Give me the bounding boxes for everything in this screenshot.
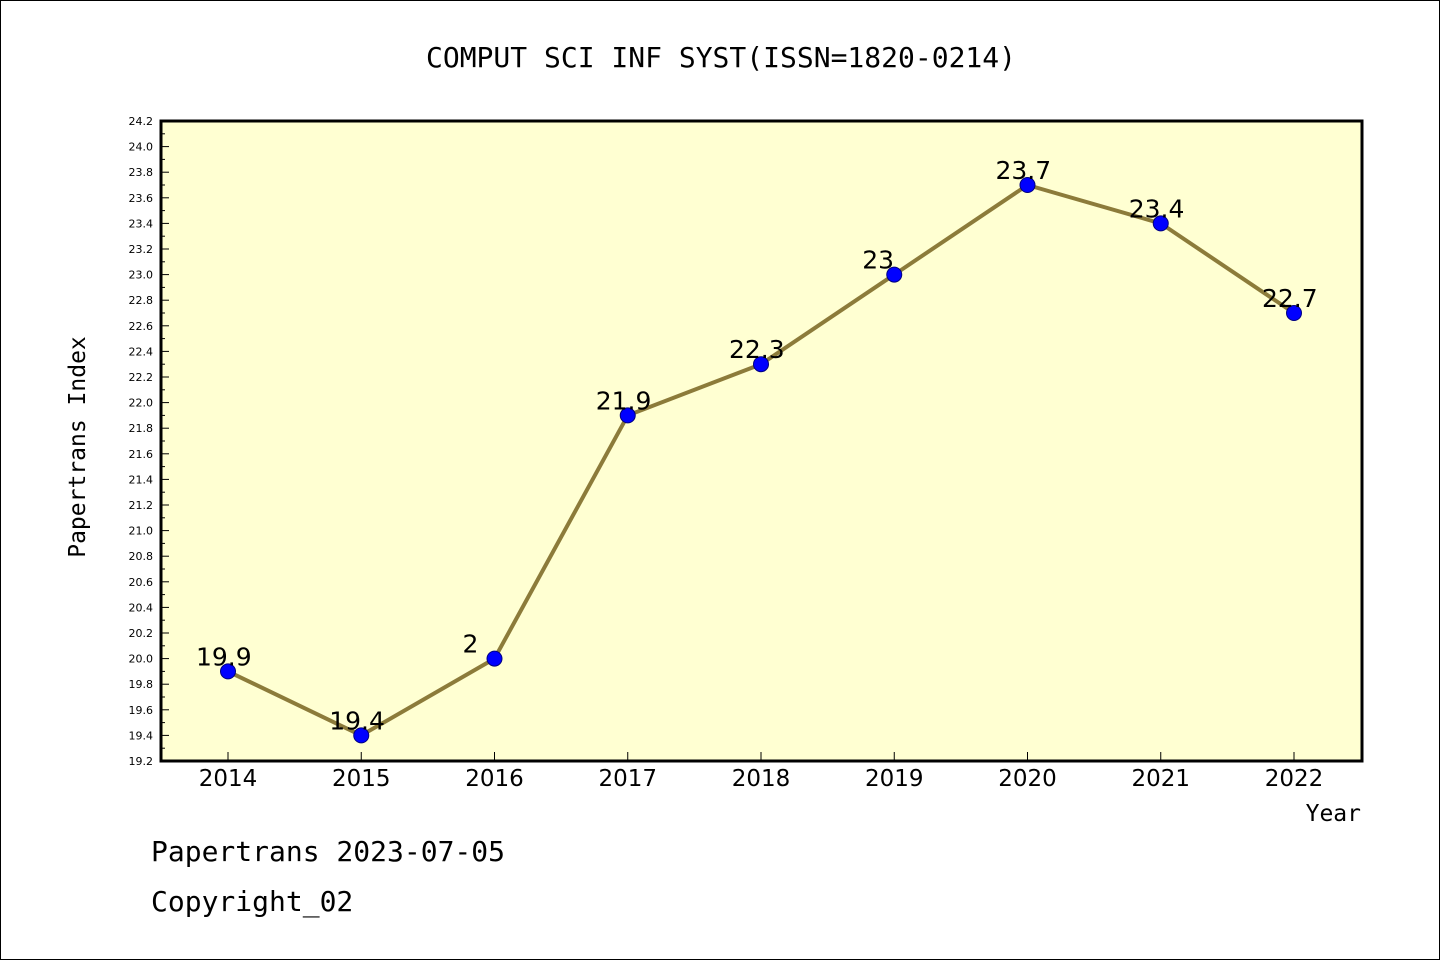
y-tick-label: 23.0 [129,269,154,282]
chart-title: COMPUT SCI INF SYST(ISSN=1820-0214) [426,41,1016,74]
y-tick-label: 21.0 [129,525,154,538]
data-label: 2 [463,630,479,659]
data-point-marker [886,266,903,283]
x-tick-label: 2021 [1131,766,1190,792]
x-tick-label: 2018 [732,766,791,792]
data-point-marker [619,407,636,424]
y-tick-label: 19.8 [129,678,154,691]
footer-copyright-text: Copyright_02 [151,885,354,918]
data-label: 19.4 [329,706,385,735]
x-tick-label: 2015 [332,766,391,792]
data-point-marker [353,727,370,744]
x-tick-label: 2019 [865,766,924,792]
y-tick-label: 20.8 [129,550,154,563]
y-tick-label: 20.4 [129,601,154,614]
y-axis-title: Papertrans Index [65,336,91,558]
y-tick-label: 19.2 [129,755,154,768]
y-tick-label: 22.4 [129,345,154,358]
y-tick-label: 21.6 [129,448,154,461]
data-point-marker [1152,215,1169,232]
data-point-marker [753,356,769,373]
x-tick-label: 2014 [199,766,258,792]
y-tick-label: 21.4 [129,473,154,486]
y-tick-label: 23.6 [129,192,154,205]
x-tick-label: 2017 [598,766,657,792]
data-label: 22.7 [1262,284,1318,313]
y-tick-label: 23.4 [129,217,154,230]
y-tick-label: 23.2 [129,243,154,256]
data-point-marker [220,663,236,680]
y-tick-label: 20.6 [129,576,154,589]
y-tick-label: 20.2 [129,627,154,640]
data-label: 21.9 [596,386,652,415]
data-label: 23.4 [1129,194,1185,223]
y-tick-label: 22.2 [129,371,154,384]
data-point-marker [1019,177,1036,193]
data-label: 22.3 [729,335,785,364]
y-tick-label: 21.2 [129,499,154,512]
y-tick-label: 24.2 [129,115,154,128]
x-tick-label: 2020 [998,766,1057,792]
y-tick-label: 20.0 [129,653,154,666]
y-tick-label: 21.8 [129,422,154,435]
y-tick-label: 23.8 [129,166,154,179]
data-point-marker [486,650,503,667]
x-tick-label: 2016 [465,766,524,792]
data-label: 23.7 [996,156,1052,185]
y-tick-label: 22.0 [129,397,154,410]
x-tick-label: 2022 [1265,766,1324,792]
y-tick-label: 24.0 [129,141,154,154]
y-tick-label: 19.6 [129,704,154,717]
data-label: 23 [862,246,894,275]
y-tick-label: 19.4 [129,729,154,742]
y-tick-label: 22.8 [129,294,154,307]
footer-date-text: Papertrans 2023-07-05 [151,835,506,868]
x-axis-title: Year [1306,801,1361,827]
data-point-marker [1286,305,1302,321]
y-tick-label: 22.6 [129,320,154,333]
data-label: 19.9 [196,642,252,671]
